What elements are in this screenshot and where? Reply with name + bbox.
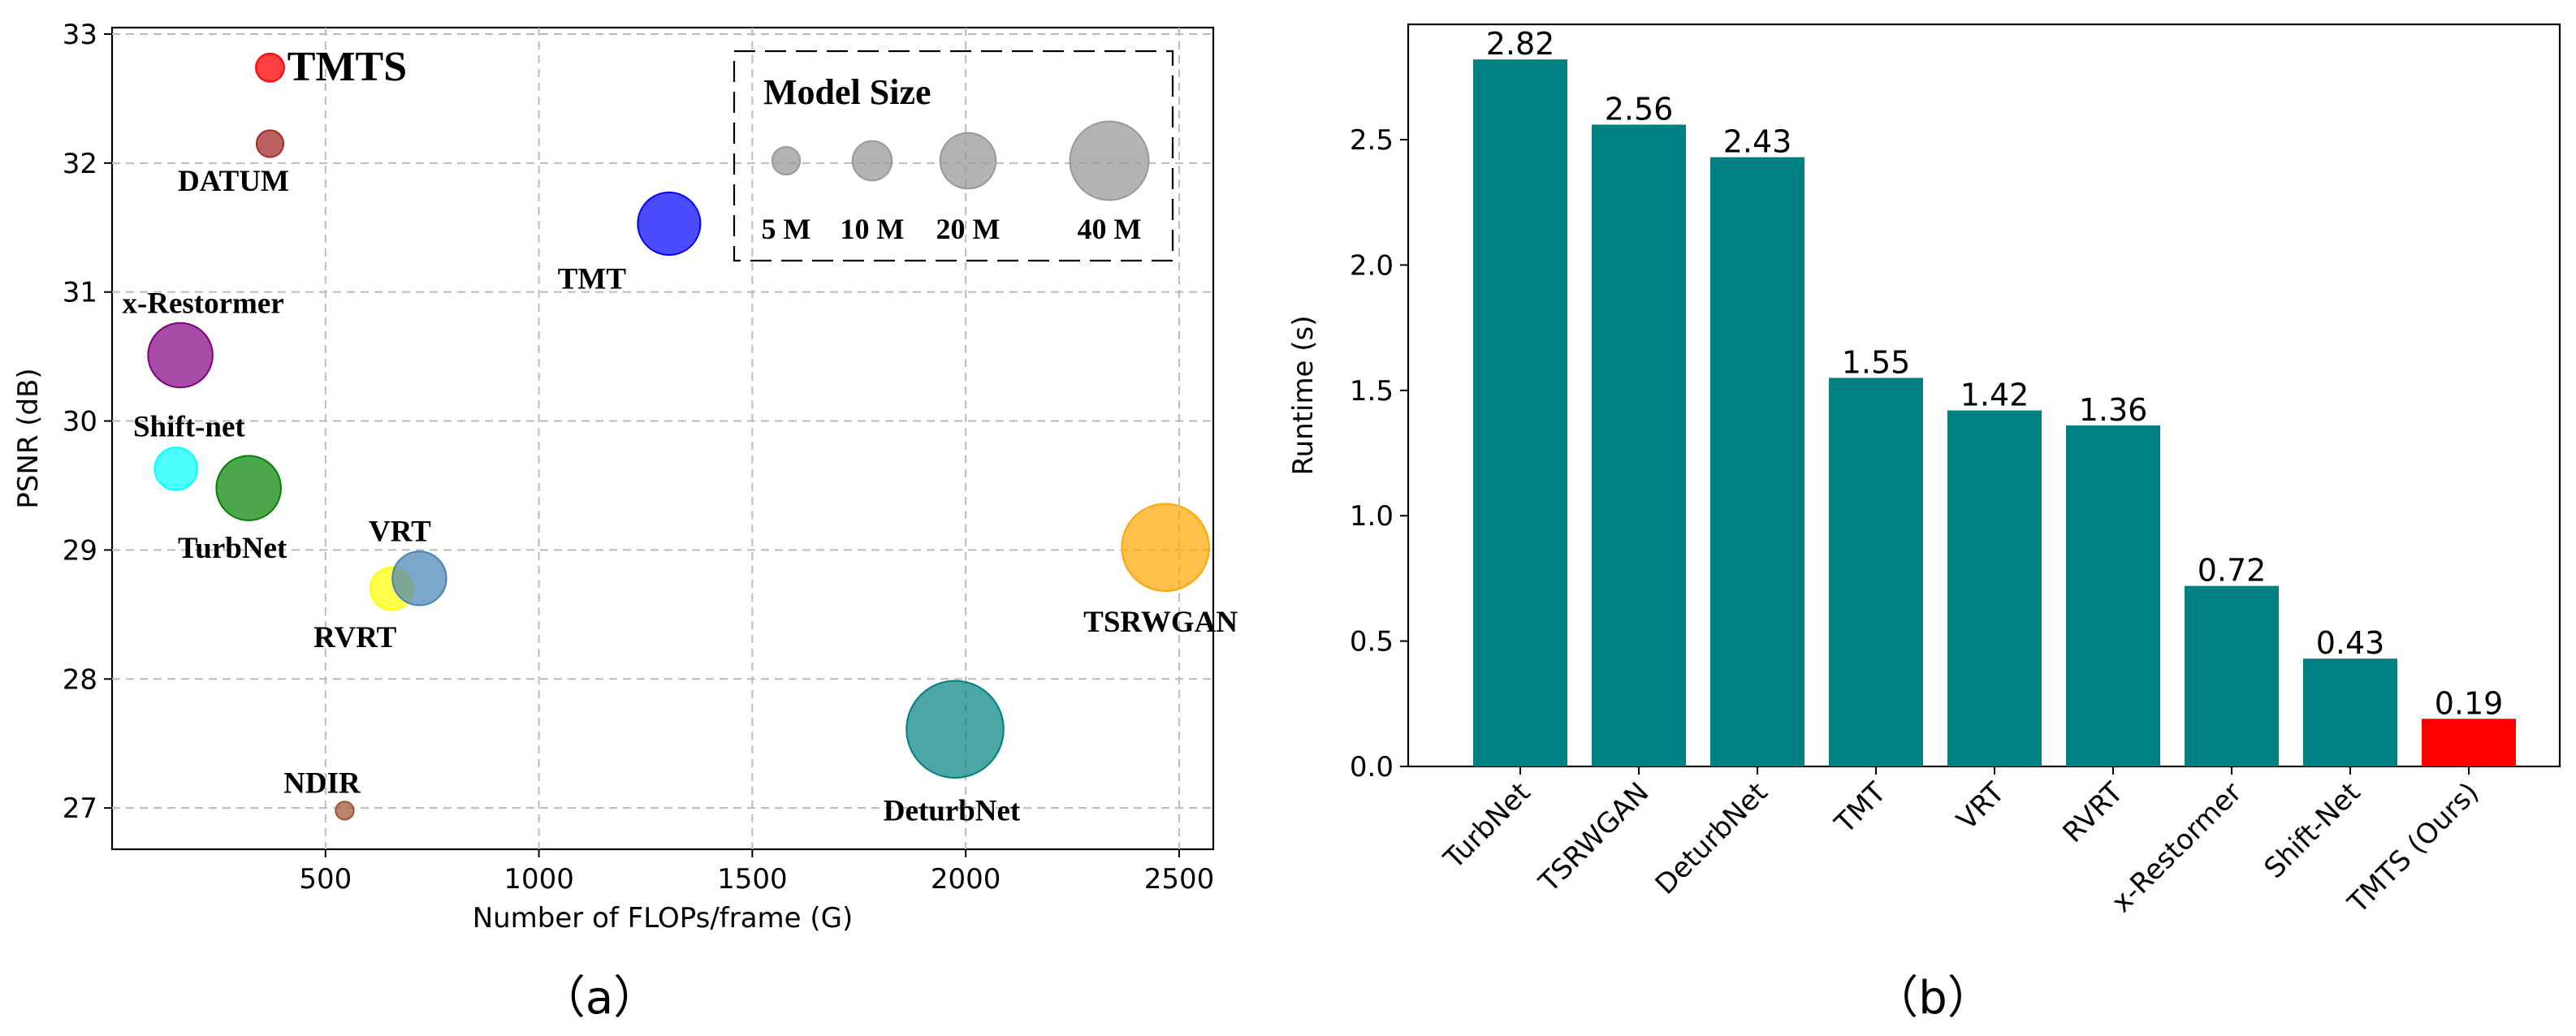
y-tick-label: 31	[63, 277, 97, 309]
panel-a-ticks: 500 1000 1500 2000 2500 27 28 29 30 31 32 33	[63, 19, 1214, 896]
panel-a-y-axis-label: PSNR (dB)	[12, 368, 45, 508]
panel-b-value-labels: 2.82 2.56 2.43 1.55 1.42 1.36 0.72 0.43 0.19	[1486, 26, 2504, 721]
panel-a-plot-area	[110, 26, 1215, 851]
bar-rvrt	[2066, 425, 2160, 766]
y-tick-label: 2.0	[1350, 249, 1394, 282]
panel-a-gridlines	[112, 28, 1213, 849]
panel-b-y-axis-label: Runtime (s)	[1287, 315, 1320, 475]
bar-value-label: 1.55	[1842, 344, 1911, 380]
bar-x-restormer	[2185, 585, 2279, 766]
bubble-label-tmt: TMT	[558, 262, 627, 296]
panel-a-legend: Model Size 5 M 10 M 20 M 40 M	[733, 50, 1174, 262]
legend-bubble-20m	[939, 132, 997, 190]
bubble-x-restormer	[147, 322, 214, 389]
x-tick-label: 2500	[1144, 863, 1215, 896]
bar-turbnet	[1473, 59, 1567, 766]
bar-value-label: 0.19	[2435, 685, 2504, 721]
bubble-label-tmts: TMTS	[287, 44, 407, 90]
bar-tmt	[1829, 378, 1923, 766]
bar-value-label: 2.82	[1486, 26, 1555, 62]
panel-b-caption: （b）	[1873, 972, 1993, 1025]
bubble-tsrwgan	[1121, 503, 1210, 592]
bubble-tmt	[637, 191, 702, 257]
bubble-label-x-restormer: x-Restormer	[122, 287, 283, 321]
x-tick-label: VRT	[1951, 776, 2012, 837]
bar-value-label: 1.36	[2079, 392, 2148, 428]
panel-b-bar-chart: 2.82 2.56 2.43 1.55 1.42 1.36 0.72 0.43 0.19 Tur…	[1287, 23, 2561, 1025]
bar-value-label: 1.42	[1960, 378, 2029, 413]
bar-value-label: 0.72	[2198, 553, 2267, 589]
bubble-label-turbnet: TurbNet	[178, 532, 287, 565]
bubble-datum	[255, 129, 285, 158]
y-tick-label: 29	[63, 534, 97, 567]
bubble-label-vrt: VRT	[369, 515, 431, 548]
bubble-label-tsrwgan: TSRWGAN	[1083, 606, 1238, 639]
bubble-shift-net	[153, 447, 199, 491]
y-tick-label: 28	[63, 663, 97, 696]
bubble-vrt	[391, 550, 447, 606]
legend-title: Model Size	[763, 72, 931, 112]
bubble-ndir	[335, 801, 355, 821]
panel-b-bars	[1473, 59, 2516, 767]
y-tick-label: 0.5	[1350, 626, 1394, 658]
legend-bubble-5m	[771, 145, 802, 176]
x-tick-label: RVRT	[2057, 776, 2130, 849]
bar-value-label: 2.43	[1723, 124, 1792, 160]
x-tick-label: TMT	[1828, 776, 1892, 840]
bubble-turbnet	[215, 455, 282, 521]
x-tick-label: 1000	[504, 863, 574, 896]
panel-a-caption: （a）	[540, 972, 659, 1025]
legend-bubble-10m	[851, 140, 893, 182]
y-tick-label: 2.5	[1350, 124, 1394, 157]
legend-label: 5 M	[762, 213, 811, 245]
bar-deturbnet	[1710, 157, 1804, 767]
x-tick-label: TSRWGAN	[1532, 776, 1656, 900]
bubble-label-datum: DATUM	[178, 165, 289, 198]
bubble-label-shift-net: Shift-net	[133, 410, 245, 443]
bubble-deturbnet	[905, 680, 1005, 779]
y-tick-label: 0.0	[1350, 751, 1394, 783]
x-tick-label: DeturbNet	[1649, 776, 1774, 901]
bar-tsrwgan	[1592, 124, 1686, 766]
bubble-tmts	[255, 52, 285, 83]
panel-a-x-axis-label: Number of FLOPs/frame (G)	[473, 902, 854, 935]
x-tick-label: 2000	[931, 863, 1001, 896]
x-tick-label: 1500	[717, 863, 788, 896]
legend-box	[733, 50, 1174, 262]
y-tick-label: 27	[63, 792, 97, 825]
panel-a-scatter-chart: 500 1000 1500 2000 2500 27 28 29 30 31 32 33 Model …	[12, 19, 1238, 1025]
y-tick-label: 1.0	[1350, 500, 1394, 533]
x-tick-label: 500	[299, 863, 352, 896]
bar-shift-net	[2303, 658, 2397, 766]
x-tick-label: Shift-Net	[2258, 776, 2367, 885]
bar-vrt	[1947, 410, 2042, 766]
panel-a-bubbles	[147, 52, 1210, 821]
legend-label: 10 M	[841, 213, 905, 245]
legend-label: 40 M	[1078, 213, 1142, 245]
bubble-label-ndir: NDIR	[283, 766, 361, 800]
bar-tmts-ours-	[2422, 719, 2516, 766]
legend-label: 20 M	[936, 213, 1001, 245]
y-tick-label: 32	[63, 148, 97, 180]
bar-value-label: 0.43	[2316, 625, 2385, 661]
y-tick-label: 1.5	[1350, 375, 1394, 408]
y-tick-label: 30	[63, 406, 97, 438]
bubble-label-rvrt: RVRT	[313, 621, 397, 654]
legend-bubble-40m	[1069, 120, 1150, 201]
bubble-label-deturbnet: DeturbNet	[884, 794, 1021, 827]
panel-a-bubble-labels: TMTS DATUM TMT x-Restormer Shift-net TurbNet R…	[122, 44, 1238, 827]
bar-value-label: 2.56	[1605, 92, 1674, 127]
x-tick-label: TurbNet	[1437, 776, 1537, 876]
y-tick-label: 33	[63, 19, 97, 51]
